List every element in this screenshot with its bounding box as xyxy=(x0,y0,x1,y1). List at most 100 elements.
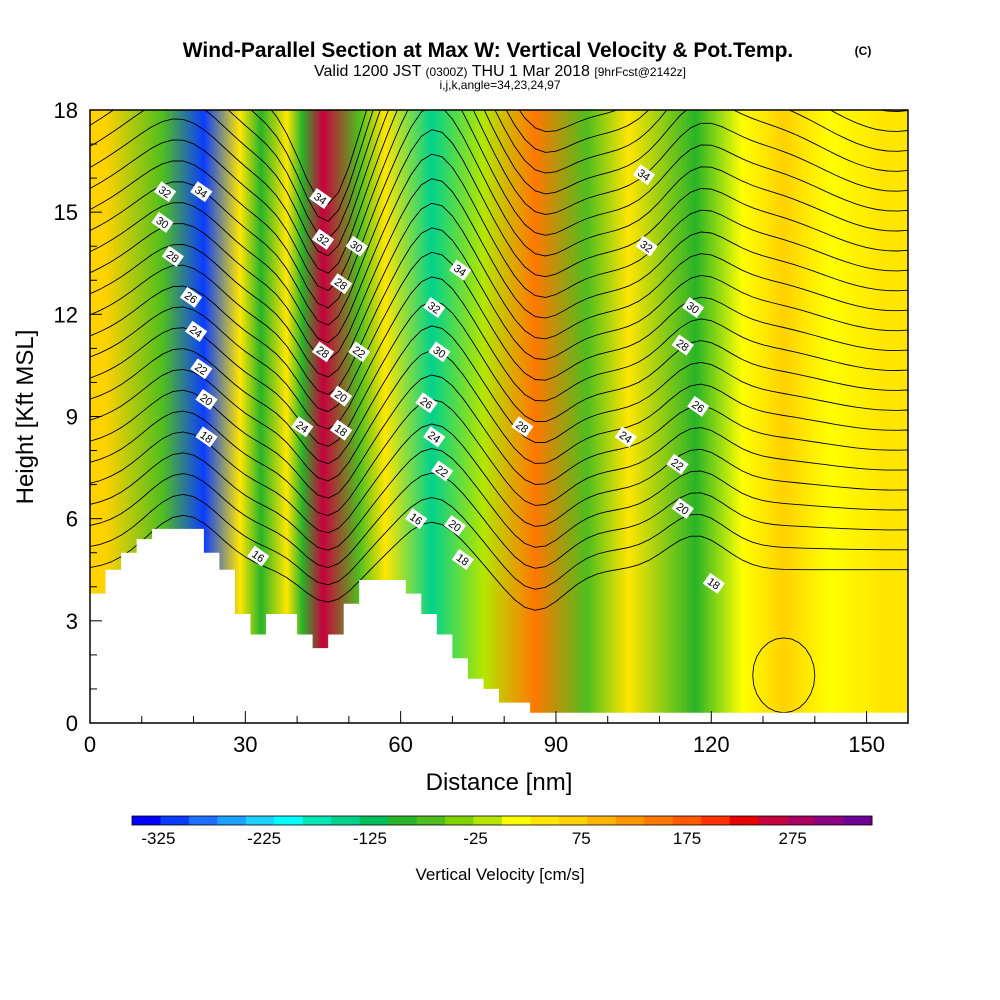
isentrope-line xyxy=(90,129,908,326)
colorbar-swatch xyxy=(473,816,503,825)
svg-text:30: 30 xyxy=(430,344,447,361)
svg-text:30: 30 xyxy=(348,239,365,256)
contour-label: 28 xyxy=(311,341,335,363)
contour-label: 28 xyxy=(671,334,694,356)
colorbar-swatch xyxy=(331,816,361,825)
x-tick-label: 60 xyxy=(388,732,412,757)
contour-label: 30 xyxy=(345,235,368,257)
svg-text:22: 22 xyxy=(350,344,367,361)
svg-text:26: 26 xyxy=(689,399,706,416)
colorbar-swatch xyxy=(416,816,446,825)
contour-label: 18 xyxy=(451,549,474,570)
x-tick-label: 0 xyxy=(84,732,96,757)
colorbar-swatch xyxy=(502,816,531,825)
svg-text:24: 24 xyxy=(293,419,310,436)
valid-date: THU 1 Mar 2018 xyxy=(472,63,590,80)
contour-label: 16 xyxy=(247,545,270,567)
colorbar-swatch xyxy=(701,816,731,825)
isentrope-line xyxy=(90,374,908,499)
isentrope-line xyxy=(90,110,908,292)
isentrope-line xyxy=(90,276,908,430)
contour-label: 24 xyxy=(291,416,314,438)
isentrope-line xyxy=(90,300,908,447)
svg-text:30: 30 xyxy=(684,300,701,317)
isentrope-line xyxy=(90,202,908,378)
svg-text:32: 32 xyxy=(425,300,442,317)
chart-title: Wind-Parallel Section at Max W: Vertical… xyxy=(183,39,794,62)
contour-label: 20 xyxy=(329,385,353,407)
isentrope-line xyxy=(90,110,908,257)
forecast-info: [9hrFcst@2142z] xyxy=(594,65,686,79)
terrain-mask xyxy=(90,528,908,723)
isentrope-line xyxy=(90,493,908,590)
svg-text:34: 34 xyxy=(635,167,652,184)
contour-label: 26 xyxy=(687,395,710,417)
x-tick-label: 30 xyxy=(233,732,257,757)
contour-label: 22 xyxy=(666,453,689,475)
colorbar-swatch xyxy=(132,816,161,825)
svg-text:20: 20 xyxy=(446,518,463,535)
theta-contour-labels: 34 32 30 28 26 24 22 20 18 16 34 32 30 28 28 22 20 18 24 34… xyxy=(151,164,726,594)
svg-text:34: 34 xyxy=(451,262,468,279)
colorbar-swatch xyxy=(388,816,418,825)
svg-text:18: 18 xyxy=(454,552,471,569)
svg-text:24: 24 xyxy=(617,429,634,446)
svg-text:24: 24 xyxy=(187,324,204,341)
colorbar-swatch xyxy=(843,816,873,825)
colorbar-swatch xyxy=(160,816,190,825)
colorbar-ticks: -325 -225 -125 -25 75 175 275 xyxy=(141,829,807,848)
colorbar-swatch xyxy=(587,816,617,825)
contour-label: 18 xyxy=(702,572,726,594)
contour-label: 30 xyxy=(428,341,451,363)
colorbar-swatch xyxy=(644,816,674,825)
contour-label: 18 xyxy=(329,419,353,441)
contour-label: 34 xyxy=(449,259,472,281)
colorbar-swatch xyxy=(558,816,588,825)
contour-label: 34 xyxy=(309,188,332,209)
contour-label: 34 xyxy=(632,164,656,186)
x-tick-label: 120 xyxy=(693,732,730,757)
y-tick-label: 0 xyxy=(66,711,78,736)
grid-indices: i,j,k,angle=34,23,24,97 xyxy=(439,78,560,92)
chart-subtitle: Valid 1200 JST (0300Z) THU 1 Mar 2018 [9… xyxy=(314,63,686,80)
contour-label: 34 xyxy=(190,181,213,203)
isentrope-line xyxy=(90,325,908,465)
colorbar-swatch xyxy=(786,816,816,825)
x-axis: 0 30 60 90 120 150 xyxy=(84,711,885,757)
contour-label: 22 xyxy=(190,358,213,380)
svg-text:18: 18 xyxy=(197,429,214,446)
valid-utc: (0300Z) xyxy=(426,65,468,79)
colorbar-swatch xyxy=(245,816,275,825)
svg-text:18: 18 xyxy=(705,576,722,593)
contour-label: 24 xyxy=(184,320,208,342)
x-tick-label: 150 xyxy=(848,732,885,757)
contour-label: 26 xyxy=(179,286,203,308)
svg-text:34: 34 xyxy=(192,184,209,201)
svg-text:28: 28 xyxy=(674,337,691,354)
colorbar-tick-label: -125 xyxy=(353,829,387,848)
theta-contours xyxy=(90,110,908,714)
svg-text:26: 26 xyxy=(417,395,434,412)
colorbar-swatch xyxy=(672,816,702,825)
contour-label: 20 xyxy=(671,498,694,519)
isentrope-line xyxy=(90,110,908,309)
svg-text:16: 16 xyxy=(407,511,424,528)
contour-label: 22 xyxy=(430,460,454,482)
colorbar xyxy=(131,815,873,826)
isentrope-line xyxy=(90,349,908,482)
contour-label: 28 xyxy=(161,245,184,267)
x-tick-label: 90 xyxy=(544,732,568,757)
isentrope-line xyxy=(90,153,908,344)
colorbar-tick-label: -25 xyxy=(463,829,488,848)
svg-text:22: 22 xyxy=(192,361,209,378)
colorbar-tick-label: 75 xyxy=(572,829,591,848)
contour-label: 28 xyxy=(511,416,534,438)
svg-text:28: 28 xyxy=(513,419,530,436)
y-tick-label: 6 xyxy=(66,507,78,532)
svg-text:34: 34 xyxy=(311,191,328,208)
colorbar-swatch xyxy=(815,816,845,825)
copyright-mark: (C) xyxy=(855,44,872,58)
contour-label: 24 xyxy=(614,426,637,448)
isentrope-line xyxy=(90,178,908,361)
